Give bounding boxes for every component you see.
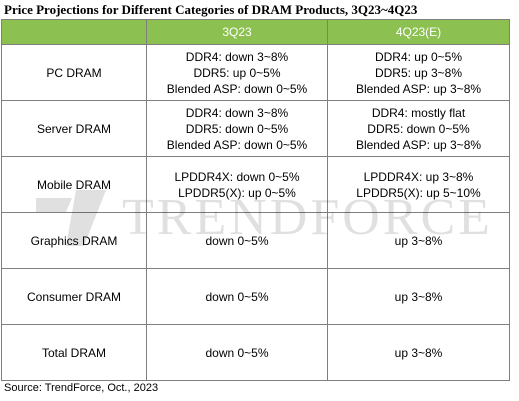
table-row-consumer-dram: Consumer DRAM down 0~5% up 3~8% [1, 268, 510, 325]
category-cell: Mobile DRAM [1, 156, 147, 213]
q4-cell: up 3~8% [327, 268, 510, 325]
category-cell: Consumer DRAM [1, 268, 147, 325]
q3-cell: DDR4: down 3~8% DDR5: down 0~5% Blended … [146, 100, 328, 157]
header-cell-4q23e: 4Q23(E) [327, 19, 510, 45]
table-row-pc-dram: PC DRAM DDR4: down 3~8% DDR5: up 0~5% Bl… [1, 44, 510, 101]
q3-cell: DDR4: down 3~8% DDR5: up 0~5% Blended AS… [146, 44, 328, 101]
q4-line: Blended ASP: up 3~8% [355, 81, 482, 96]
q3-line: DDR4: down 3~8% [185, 49, 289, 64]
q4-line: Blended ASP: up 3~8% [355, 137, 482, 152]
q3-line: DDR5: up 0~5% [193, 65, 281, 80]
q3-line: DDR5: down 0~5% [185, 121, 289, 136]
q3-line: LPDDR4X: down 0~5% [174, 169, 300, 184]
q3-line: Blended ASP: down 0~5% [166, 81, 308, 96]
q4-cell: DDR4: mostly flat DDR5: down 0~5% Blende… [327, 100, 510, 157]
table-row-total-dram: Total DRAM down 0~5% up 3~8% [1, 324, 510, 381]
q4-cell: up 3~8% [327, 324, 510, 381]
q4-line: DDR4: up 0~5% [374, 49, 463, 64]
category-cell: Total DRAM [1, 324, 147, 381]
price-projection-table: 3Q23 4Q23(E) PC DRAM DDR4: down 3~8% DDR… [1, 19, 510, 381]
q4-cell: up 3~8% [327, 212, 510, 269]
table-row-graphics-dram: Graphics DRAM down 0~5% up 3~8% [1, 212, 510, 269]
category-cell: PC DRAM [1, 44, 147, 101]
table-row-server-dram: Server DRAM DDR4: down 3~8% DDR5: down 0… [1, 100, 510, 157]
q4-line: LPDDR5(X): up 5~10% [356, 185, 481, 200]
header-cell-3q23: 3Q23 [146, 19, 328, 45]
q3-cell: down 0~5% [146, 268, 328, 325]
price-table-container: 3Q23 4Q23(E) PC DRAM DDR4: down 3~8% DDR… [1, 19, 510, 381]
q4-line: DDR4: mostly flat [371, 105, 466, 120]
category-cell: Graphics DRAM [1, 212, 147, 269]
q3-cell: down 0~5% [146, 324, 328, 381]
q3-line: LPDDR5(X): up 0~5% [178, 185, 296, 200]
q4-line: DDR5: down 0~5% [367, 121, 470, 136]
q4-line: DDR5: up 3~8% [374, 65, 463, 80]
q3-cell: LPDDR4X: down 0~5% LPDDR5(X): up 0~5% [146, 156, 328, 213]
table-header-row: 3Q23 4Q23(E) [1, 19, 510, 45]
table-row-mobile-dram: Mobile DRAM LPDDR4X: down 0~5% LPDDR5(X)… [1, 156, 510, 213]
q4-cell: LPDDR4X: up 3~8% LPDDR5(X): up 5~10% [327, 156, 510, 213]
page-title: Price Projections for Different Categori… [4, 2, 418, 17]
q3-line: Blended ASP: down 0~5% [166, 137, 308, 152]
q4-line: LPDDR4X: up 3~8% [363, 169, 474, 184]
category-cell: Server DRAM [1, 100, 147, 157]
q3-cell: down 0~5% [146, 212, 328, 269]
q3-line: DDR4: down 3~8% [185, 105, 289, 120]
source-note: Source: TrendForce, Oct., 2023 [4, 382, 159, 394]
header-cell-category [1, 19, 147, 45]
q4-cell: DDR4: up 0~5% DDR5: up 3~8% Blended ASP:… [327, 44, 510, 101]
